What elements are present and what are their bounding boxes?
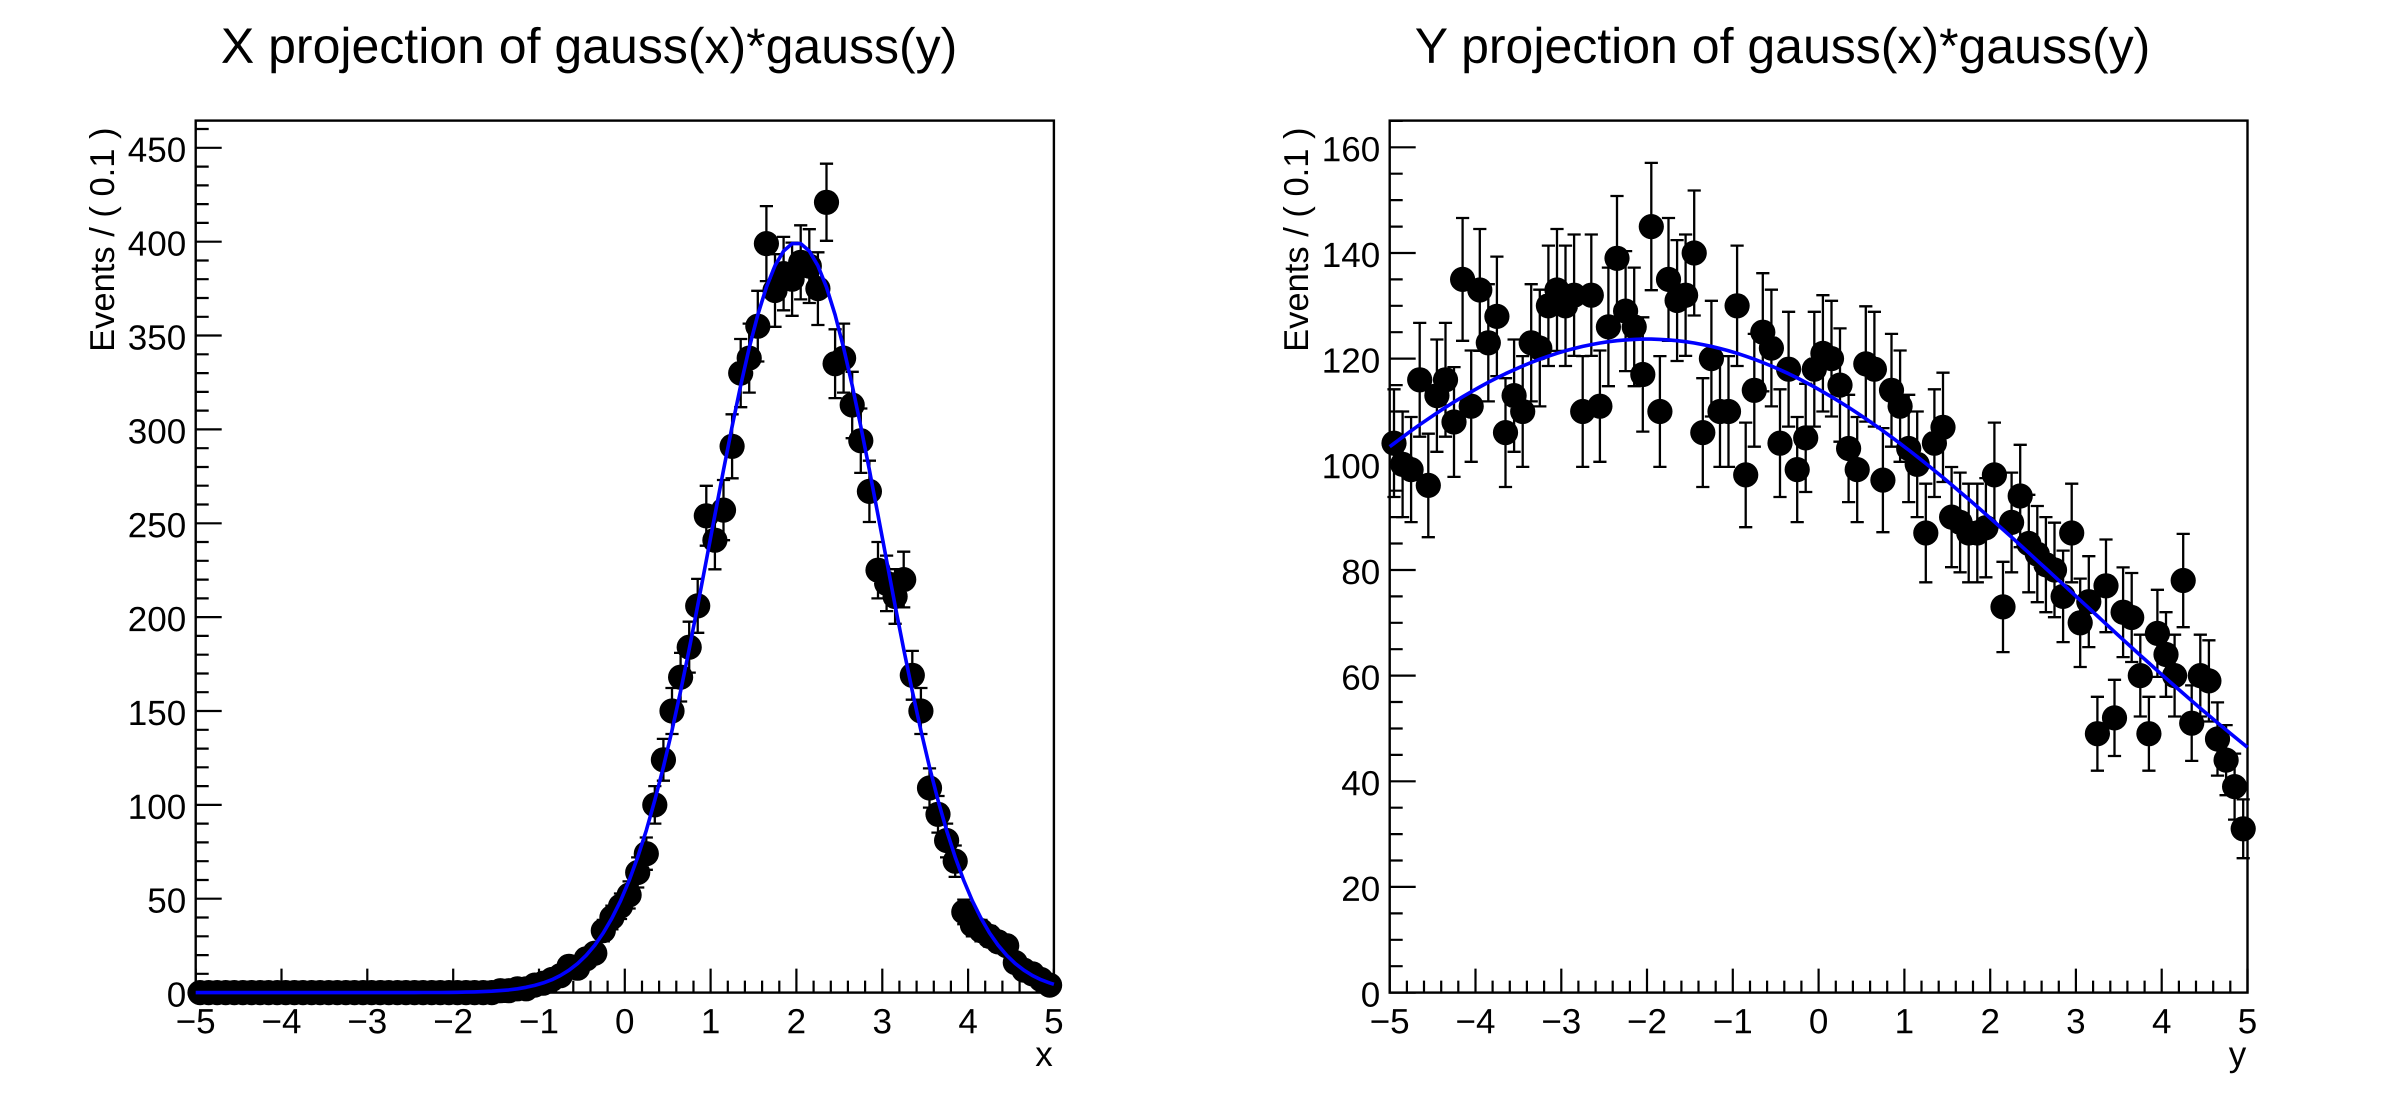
svg-text:1: 1 <box>1895 1002 1914 1041</box>
svg-text:−4: −4 <box>1456 1002 1496 1041</box>
svg-text:y: y <box>2229 1035 2247 1074</box>
svg-text:5: 5 <box>2238 1002 2257 1041</box>
svg-text:−1: −1 <box>519 1002 559 1041</box>
svg-text:120: 120 <box>1322 342 1380 381</box>
svg-text:X projection of gauss(x)*gauss: X projection of gauss(x)*gauss(y) <box>221 18 957 74</box>
svg-text:1: 1 <box>701 1002 720 1041</box>
svg-text:2: 2 <box>1980 1002 1999 1041</box>
svg-text:−2: −2 <box>1627 1002 1667 1041</box>
svg-text:0: 0 <box>615 1002 634 1041</box>
svg-text:−5: −5 <box>1370 1002 1410 1041</box>
svg-text:0: 0 <box>1361 976 1380 1015</box>
svg-text:Events / ( 0.1 ): Events / ( 0.1 ) <box>84 128 122 352</box>
svg-text:−2: −2 <box>433 1002 473 1041</box>
svg-text:100: 100 <box>1322 447 1380 486</box>
svg-text:0: 0 <box>167 976 186 1015</box>
svg-text:Y projection of gauss(x)*gauss: Y projection of gauss(x)*gauss(y) <box>1415 18 2151 74</box>
svg-text:160: 160 <box>1322 130 1380 169</box>
svg-text:60: 60 <box>1341 659 1380 698</box>
svg-text:2: 2 <box>787 1002 806 1041</box>
svg-text:300: 300 <box>128 412 186 451</box>
svg-text:250: 250 <box>128 506 186 545</box>
svg-text:40: 40 <box>1341 764 1380 803</box>
svg-text:4: 4 <box>2152 1002 2171 1041</box>
svg-text:−5: −5 <box>176 1002 216 1041</box>
svg-text:−3: −3 <box>347 1002 387 1041</box>
svg-text:150: 150 <box>128 694 186 733</box>
svg-text:−1: −1 <box>1713 1002 1753 1041</box>
svg-text:x: x <box>1035 1035 1053 1074</box>
svg-text:20: 20 <box>1341 870 1380 909</box>
svg-text:5: 5 <box>1044 1002 1063 1041</box>
svg-text:3: 3 <box>2066 1002 2085 1041</box>
svg-text:Events / ( 0.1 ): Events / ( 0.1 ) <box>1278 128 1316 352</box>
svg-text:100: 100 <box>128 788 186 827</box>
svg-text:200: 200 <box>128 600 186 639</box>
svg-text:−3: −3 <box>1541 1002 1581 1041</box>
svg-text:350: 350 <box>128 318 186 357</box>
svg-text:80: 80 <box>1341 553 1380 592</box>
svg-text:140: 140 <box>1322 236 1380 275</box>
svg-text:0: 0 <box>1809 1002 1828 1041</box>
svg-text:400: 400 <box>128 225 186 264</box>
svg-text:3: 3 <box>873 1002 892 1041</box>
svg-text:−4: −4 <box>262 1002 302 1041</box>
svg-text:450: 450 <box>128 131 186 170</box>
svg-text:50: 50 <box>147 882 186 921</box>
svg-text:4: 4 <box>958 1002 977 1041</box>
